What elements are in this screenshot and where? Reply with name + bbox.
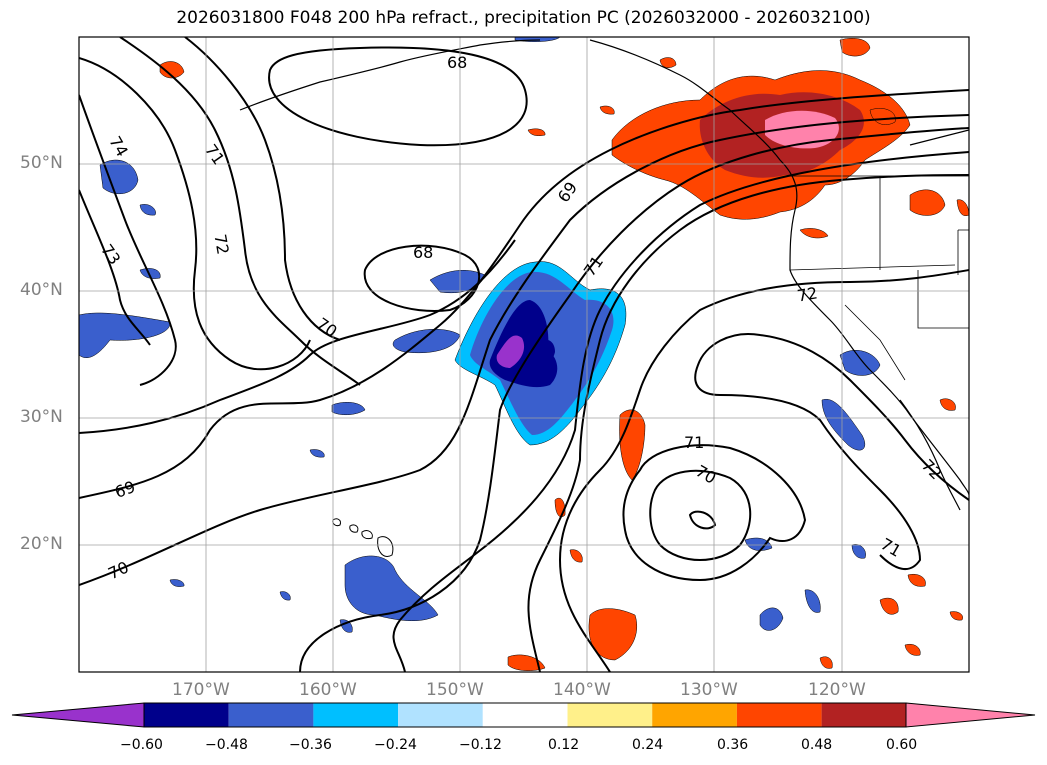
colorbar-segment — [736, 703, 822, 727]
contour-label: 68 — [413, 243, 433, 262]
map-plot-area: 68 68 69 69 70 70 70 71 71 71 71 72 72 7… — [79, 37, 969, 672]
positive-anomaly-scattered — [507, 105, 969, 671]
lat-label-40n: 40°N — [20, 280, 63, 300]
colorbar-tick-label: −0.24 — [374, 737, 417, 753]
coastlines — [239, 39, 969, 511]
colorbar-tick-label: −0.48 — [205, 737, 248, 753]
colorbar-segment — [821, 703, 906, 727]
lat-label-30n: 30°N — [20, 407, 63, 427]
political-borders — [789, 175, 969, 381]
lon-label-130w: 130°W — [680, 680, 738, 700]
colorbar-segment — [313, 703, 399, 727]
negative-anomaly-central — [392, 261, 627, 446]
colorbar-segment — [228, 703, 314, 727]
contour-label: 72 — [210, 233, 232, 256]
contour-label: 72 — [796, 283, 819, 305]
colorbar-tick-label: 0.60 — [886, 737, 918, 753]
colorbar-segment — [482, 703, 568, 727]
contour-label: 71 — [684, 433, 704, 452]
contour-label: 68 — [447, 53, 467, 72]
colorbar-tick-label: 0.12 — [548, 737, 580, 753]
colorbar-extend-min — [11, 702, 145, 728]
colorbar-tick-label: −0.12 — [459, 737, 502, 753]
lat-label-20n: 20°N — [20, 534, 63, 554]
lon-label-160w: 160°W — [299, 680, 357, 700]
map-frame — [78, 36, 970, 673]
gridlines — [79, 37, 969, 672]
colorbar-segment — [398, 703, 483, 727]
colorbar-tick-label: 0.48 — [801, 737, 833, 753]
lon-label-150w: 150°W — [426, 680, 484, 700]
colorbar-segment — [567, 703, 653, 727]
colorbar-tick-label: −0.36 — [289, 737, 332, 753]
colorbar-tick-label: 0.36 — [717, 737, 749, 753]
colorbar — [11, 702, 1036, 728]
colorbar-segment — [144, 703, 229, 727]
map-title: 2026031800 F048 200 hPa refract., precip… — [176, 8, 871, 28]
lon-label-140w: 140°W — [553, 680, 611, 700]
colorbar-tick-label: 0.24 — [632, 737, 664, 753]
colorbar-extend-max — [905, 702, 1036, 728]
lon-label-170w: 170°W — [172, 680, 230, 700]
lon-label-120w: 120°W — [808, 680, 866, 700]
refractivity-contours — [79, 37, 969, 672]
colorbar-segment — [652, 703, 737, 727]
lat-label-50n: 50°N — [20, 153, 63, 173]
colorbar-tick-label: −0.60 — [120, 737, 163, 753]
